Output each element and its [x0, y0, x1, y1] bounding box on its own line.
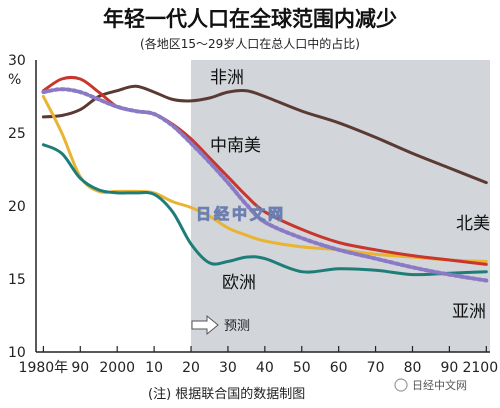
y-tick-label: 30 [8, 53, 26, 69]
series-label-latin-america: 中南美 [210, 136, 261, 156]
y-axis-tick-labels: 10 15 20 25 30 [8, 53, 26, 361]
chart-title: 年轻一代人口在全球范围内减少 [103, 7, 397, 31]
forecast-shade [191, 60, 490, 352]
y-tick-label: 10 [8, 345, 26, 361]
y-tick-label: 25 [8, 126, 26, 142]
x-tick-label: 2100 [462, 360, 498, 376]
series-line-europe [41, 143, 488, 277]
x-tick-label: 2000 [99, 360, 135, 376]
x-tick-label: 50 [293, 360, 311, 376]
forecast-marker: 预测 [191, 314, 250, 336]
forecast-arrow-icon [191, 314, 219, 336]
source-badge-label: 日经中文网 [412, 378, 467, 392]
y-axis-unit: % [8, 72, 21, 88]
x-tick-label: 10 [145, 360, 163, 376]
x-tick-label: 20 [182, 360, 200, 376]
y-tick-label: 15 [8, 272, 26, 288]
series-line-latin-america [41, 75, 488, 266]
series-label-north-america: 北美 [456, 214, 490, 234]
forecast-label: 预测 [224, 319, 250, 334]
x-tick-label: 70 [367, 360, 385, 376]
series-label-africa: 非洲 [210, 68, 244, 88]
y-tick-label: 20 [8, 199, 26, 215]
source-badge: 日经中文网 [394, 378, 467, 392]
x-tick-label: 40 [256, 360, 274, 376]
x-tick-label: 60 [330, 360, 348, 376]
x-axis-ticks [42, 346, 487, 352]
x-tick-label: 80 [404, 360, 422, 376]
series-label-europe: 欧洲 [222, 273, 256, 293]
watermark: 日经中文网 [196, 205, 286, 223]
series-lines [41, 75, 489, 283]
series-line-asia [41, 87, 489, 283]
source-badge-icon [394, 378, 408, 392]
x-tick-label: 90 [71, 360, 89, 376]
series-label-asia: 亚洲 [452, 302, 486, 322]
x-tick-label: 90 [440, 360, 458, 376]
data-note: (注) 根据联合国的数据制图 [148, 386, 305, 402]
x-tick-label: 1980年 [19, 360, 69, 376]
x-tick-label: 30 [219, 360, 237, 376]
series-line-africa [41, 84, 488, 185]
chart-subtitle: (各地区15～29岁人口在总人口中的占比) [140, 36, 360, 51]
x-axis-tick-labels: 1980年 90 2000 10 20 30 40 50 60 70 80 90 2100 [19, 360, 499, 376]
